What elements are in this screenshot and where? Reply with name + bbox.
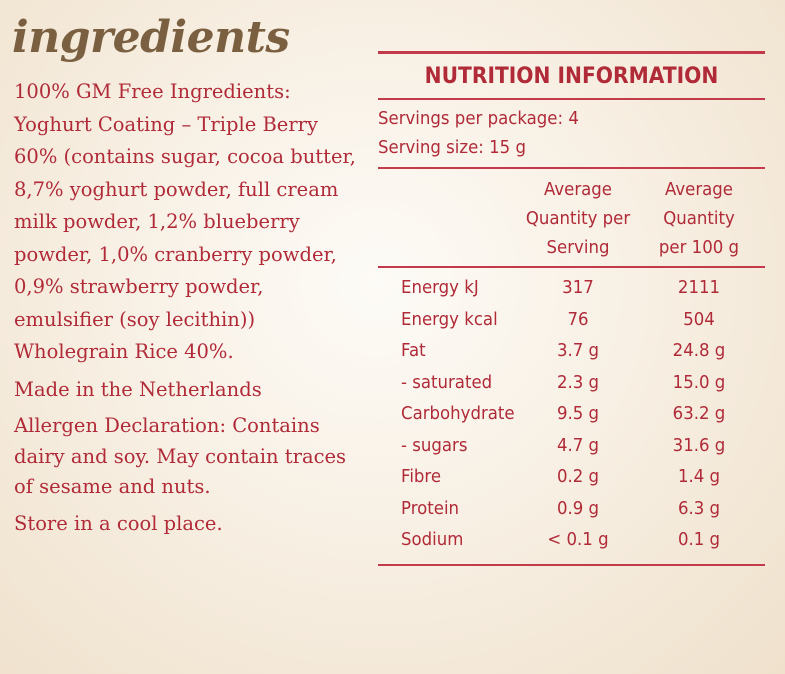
divider bbox=[378, 167, 765, 169]
per-serving-header: Average Quantity per Serving bbox=[515, 175, 642, 262]
per-100g-value: 31.6 g bbox=[672, 434, 726, 456]
per-100g-value: 15.0 g bbox=[672, 371, 726, 393]
nutrition-row: - saturated 2.3 g 15.0 g bbox=[378, 367, 765, 399]
nutrition-row: Carbohydrate 9.5 g 63.2 g bbox=[378, 398, 765, 430]
ingredients-list: 100% GM Free Ingredients: Yoghurt Coatin… bbox=[14, 80, 356, 363]
nutrient-name: Sodium bbox=[401, 529, 464, 550]
per-serving-value: 9.5 g bbox=[556, 403, 600, 424]
header-line: Quantity per bbox=[525, 208, 631, 229]
header-line: Average bbox=[664, 179, 733, 200]
serving-info: Servings per package: 4 Serving size: 15… bbox=[378, 100, 765, 167]
nutrition-row: Energy kJ 317 2111 bbox=[378, 272, 765, 304]
per-100g-value: 6.3 g bbox=[677, 497, 721, 519]
column-headers: Average Quantity per Serving Average Qua… bbox=[378, 169, 765, 266]
nutrition-row: Sodium < 0.1 g 0.1 g bbox=[378, 524, 765, 556]
per-serving-value: 0.9 g bbox=[556, 497, 600, 519]
nutrient-name: Protein bbox=[401, 497, 460, 519]
divider bbox=[378, 98, 765, 100]
nutrition-row: Protein 0.9 g 6.3 g bbox=[378, 493, 765, 525]
nutrition-row: Fibre 0.2 g 1.4 g bbox=[378, 461, 765, 493]
per-100g-value: 24.8 g bbox=[672, 340, 726, 361]
nutrient-name: Carbohydrate bbox=[401, 403, 515, 424]
ingredients-section: 100% GM Free Ingredients: Yoghurt Coatin… bbox=[14, 76, 364, 539]
nutrient-name: - saturated bbox=[401, 371, 493, 393]
nutrition-rows: Energy kJ 317 2111 Energy kcal 76 504 Fat 3.7… bbox=[378, 268, 765, 564]
nutrient-name: Fibre bbox=[401, 466, 442, 487]
nutrient-name: - sugars bbox=[401, 434, 468, 456]
per-100g-value: 1.4 g bbox=[677, 466, 721, 487]
nutrient-name: Energy kJ bbox=[401, 277, 479, 298]
nutrition-row: Fat 3.7 g 24.8 g bbox=[378, 335, 765, 367]
storage-instruction: Store in a cool place. bbox=[14, 511, 223, 535]
per-serving-value: 4.7 g bbox=[556, 434, 600, 456]
origin-statement: Made in the Netherlands bbox=[14, 377, 262, 401]
nutrition-title: NUTRITION INFORMATION bbox=[424, 64, 719, 89]
per-100g-value: 2111 bbox=[677, 277, 721, 298]
nutrition-panel: NUTRITION INFORMATION Servings per packa… bbox=[378, 51, 765, 566]
per-100g-value: 504 bbox=[683, 308, 715, 330]
header-line: Serving bbox=[546, 237, 610, 258]
per-serving-value: 2.3 g bbox=[556, 371, 600, 393]
nutrient-name: Fat bbox=[401, 340, 426, 361]
per-serving-value: < 0.1 g bbox=[547, 529, 609, 550]
nutrition-row: - sugars 4.7 g 31.6 g bbox=[378, 430, 765, 462]
serving-size: Serving size: 15 g bbox=[378, 137, 526, 158]
nutrient-name: Energy kcal bbox=[401, 308, 498, 330]
per-serving-value: 0.2 g bbox=[556, 466, 600, 487]
allergen-declaration: Allergen Declaration: Contains dairy and… bbox=[14, 414, 347, 498]
per-serving-value: 76 bbox=[567, 308, 589, 330]
per-serving-value: 3.7 g bbox=[556, 340, 600, 361]
header-line: per 100 g bbox=[658, 237, 740, 258]
ingredients-heading: ingredients bbox=[12, 12, 290, 63]
divider bbox=[378, 266, 765, 268]
servings-per-package: Servings per package: 4 bbox=[378, 108, 579, 129]
nutrition-top-rule bbox=[378, 51, 765, 54]
per-100g-value: 0.1 g bbox=[677, 529, 721, 550]
per-100g-header: Average Quantity per 100 g bbox=[650, 175, 748, 262]
header-line: Quantity bbox=[663, 208, 735, 229]
nutrition-row: Energy kcal 76 504 bbox=[378, 304, 765, 336]
per-100g-value: 63.2 g bbox=[672, 403, 726, 424]
header-line: Average bbox=[543, 179, 612, 200]
nutrition-bottom-rule bbox=[378, 563, 765, 566]
per-serving-value: 317 bbox=[562, 277, 594, 298]
